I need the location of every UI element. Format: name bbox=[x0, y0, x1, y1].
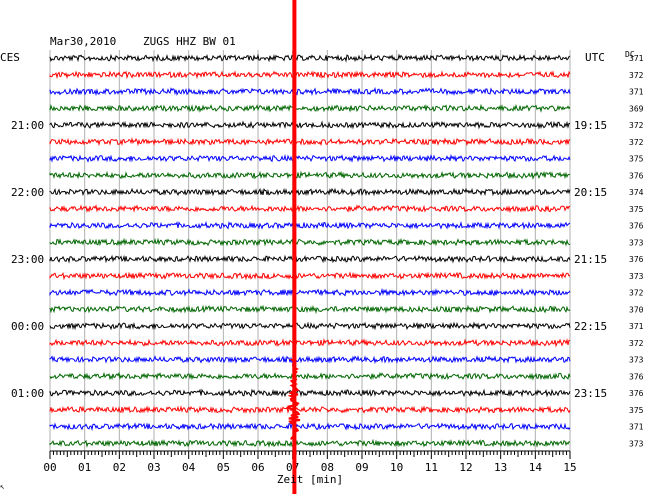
left-timezone-label: CES bbox=[0, 51, 20, 64]
dc-offset-label: 370 bbox=[629, 305, 644, 314]
trace-row-11 bbox=[49, 220, 571, 230]
trace-row-18 bbox=[49, 338, 571, 348]
x-axis-label: Zeit [min] bbox=[277, 473, 343, 486]
trace-row-10 bbox=[49, 204, 571, 214]
x-tick-label: 01 bbox=[78, 461, 91, 474]
dc-offset-label: 371 bbox=[629, 54, 644, 63]
trace-row-1 bbox=[49, 53, 571, 63]
left-time-label: 01:00 bbox=[11, 387, 44, 400]
corner-mark: ↖ bbox=[0, 482, 5, 491]
dc-offset-label: 376 bbox=[629, 255, 644, 264]
x-tick-label: 06 bbox=[251, 461, 264, 474]
trace-row-23 bbox=[49, 422, 571, 432]
right-time-label: 23:15 bbox=[574, 387, 607, 400]
right-timezone-label: UTC bbox=[585, 51, 605, 64]
trace-row-17 bbox=[49, 321, 571, 331]
left-time-label: 22:00 bbox=[11, 186, 44, 199]
dc-offset-label: 376 bbox=[629, 171, 644, 180]
x-tick-label: 10 bbox=[390, 461, 403, 474]
x-tick-label: 03 bbox=[147, 461, 160, 474]
right-time-label: 19:15 bbox=[574, 119, 607, 132]
station-label: ZUGS HHZ BW 01 bbox=[143, 35, 236, 48]
dc-offset-label: 373 bbox=[629, 238, 644, 247]
dc-offset-label: 371 bbox=[629, 423, 644, 432]
right-time-label: 20:15 bbox=[574, 186, 607, 199]
x-tick-label: 14 bbox=[529, 461, 543, 474]
x-tick-label: 00 bbox=[43, 461, 56, 474]
dc-offset-label: 375 bbox=[629, 155, 644, 164]
trace-row-15 bbox=[49, 287, 571, 297]
left-time-labels: 21:00 22:00 23:00 00:00 01:00 bbox=[11, 119, 44, 400]
event-burst bbox=[287, 359, 301, 440]
dc-offset-label: 371 bbox=[629, 88, 644, 97]
trace-row-16 bbox=[49, 304, 571, 315]
trace-row-8 bbox=[49, 170, 571, 180]
dc-offset-label: 376 bbox=[629, 372, 644, 381]
left-time-label: 00:00 bbox=[11, 320, 44, 333]
x-tick-label: 09 bbox=[355, 461, 368, 474]
seismic-traces bbox=[49, 53, 571, 448]
dc-offset-label: 375 bbox=[629, 406, 644, 415]
dc-offset-label: 376 bbox=[629, 222, 644, 231]
x-tick-label: 11 bbox=[425, 461, 438, 474]
dc-offset-label: 376 bbox=[629, 389, 644, 398]
trace-row-22 bbox=[49, 405, 571, 414]
x-tick-label: 13 bbox=[494, 461, 507, 474]
trace-row-9 bbox=[49, 187, 571, 197]
x-axis: 00010203040506070809101112131415 bbox=[43, 450, 577, 474]
dc-offset-label: 372 bbox=[629, 121, 644, 130]
dc-offset-label: 374 bbox=[629, 188, 644, 197]
dc-offset-label: 369 bbox=[629, 104, 644, 113]
right-time-label: 21:15 bbox=[574, 253, 607, 266]
trace-row-5 bbox=[49, 120, 571, 130]
event-line bbox=[292, 0, 297, 494]
trace-row-13 bbox=[49, 254, 571, 264]
trace-row-21 bbox=[49, 388, 571, 398]
dc-offset-label: 373 bbox=[629, 272, 644, 281]
right-time-labels: 19:15 20:15 21:15 22:15 23:15 bbox=[574, 119, 607, 400]
dc-offset-label: 371 bbox=[629, 322, 644, 331]
x-tick-label: 02 bbox=[113, 461, 126, 474]
x-tick-label: 05 bbox=[217, 461, 230, 474]
dc-offset-label: 372 bbox=[629, 138, 644, 147]
dc-offset-labels: 371 372 371 369 372 372 375 376 374 375 376 373 376 3… bbox=[629, 54, 644, 448]
dc-offset-label: 373 bbox=[629, 439, 644, 448]
trace-row-12 bbox=[49, 237, 571, 247]
trace-row-19 bbox=[49, 355, 571, 365]
dc-offset-label: 372 bbox=[629, 339, 644, 348]
trace-row-24 bbox=[49, 438, 571, 448]
trace-row-6 bbox=[49, 137, 571, 147]
x-tick-label: 12 bbox=[459, 461, 472, 474]
minute-gridlines bbox=[49, 50, 571, 451]
left-time-label: 23:00 bbox=[11, 253, 44, 266]
trace-row-2 bbox=[49, 70, 571, 80]
x-tick-label: 04 bbox=[182, 461, 196, 474]
trace-row-7 bbox=[49, 153, 571, 163]
trace-row-14 bbox=[49, 271, 571, 281]
right-time-label: 22:15 bbox=[574, 320, 607, 333]
trace-row-3 bbox=[49, 86, 571, 97]
date-label: Mar30,2010 bbox=[50, 35, 116, 48]
trace-row-20 bbox=[49, 371, 571, 381]
trace-row-4 bbox=[49, 103, 571, 113]
dc-label: DC bbox=[625, 50, 635, 59]
dc-offset-label: 372 bbox=[629, 289, 644, 298]
x-tick-label: 08 bbox=[321, 461, 334, 474]
left-time-label: 21:00 bbox=[11, 119, 44, 132]
event-marker bbox=[287, 0, 301, 494]
dc-offset-label: 375 bbox=[629, 205, 644, 214]
dc-offset-label: 372 bbox=[629, 71, 644, 80]
x-tick-label: 15 bbox=[563, 461, 576, 474]
dc-offset-label: 373 bbox=[629, 356, 644, 365]
